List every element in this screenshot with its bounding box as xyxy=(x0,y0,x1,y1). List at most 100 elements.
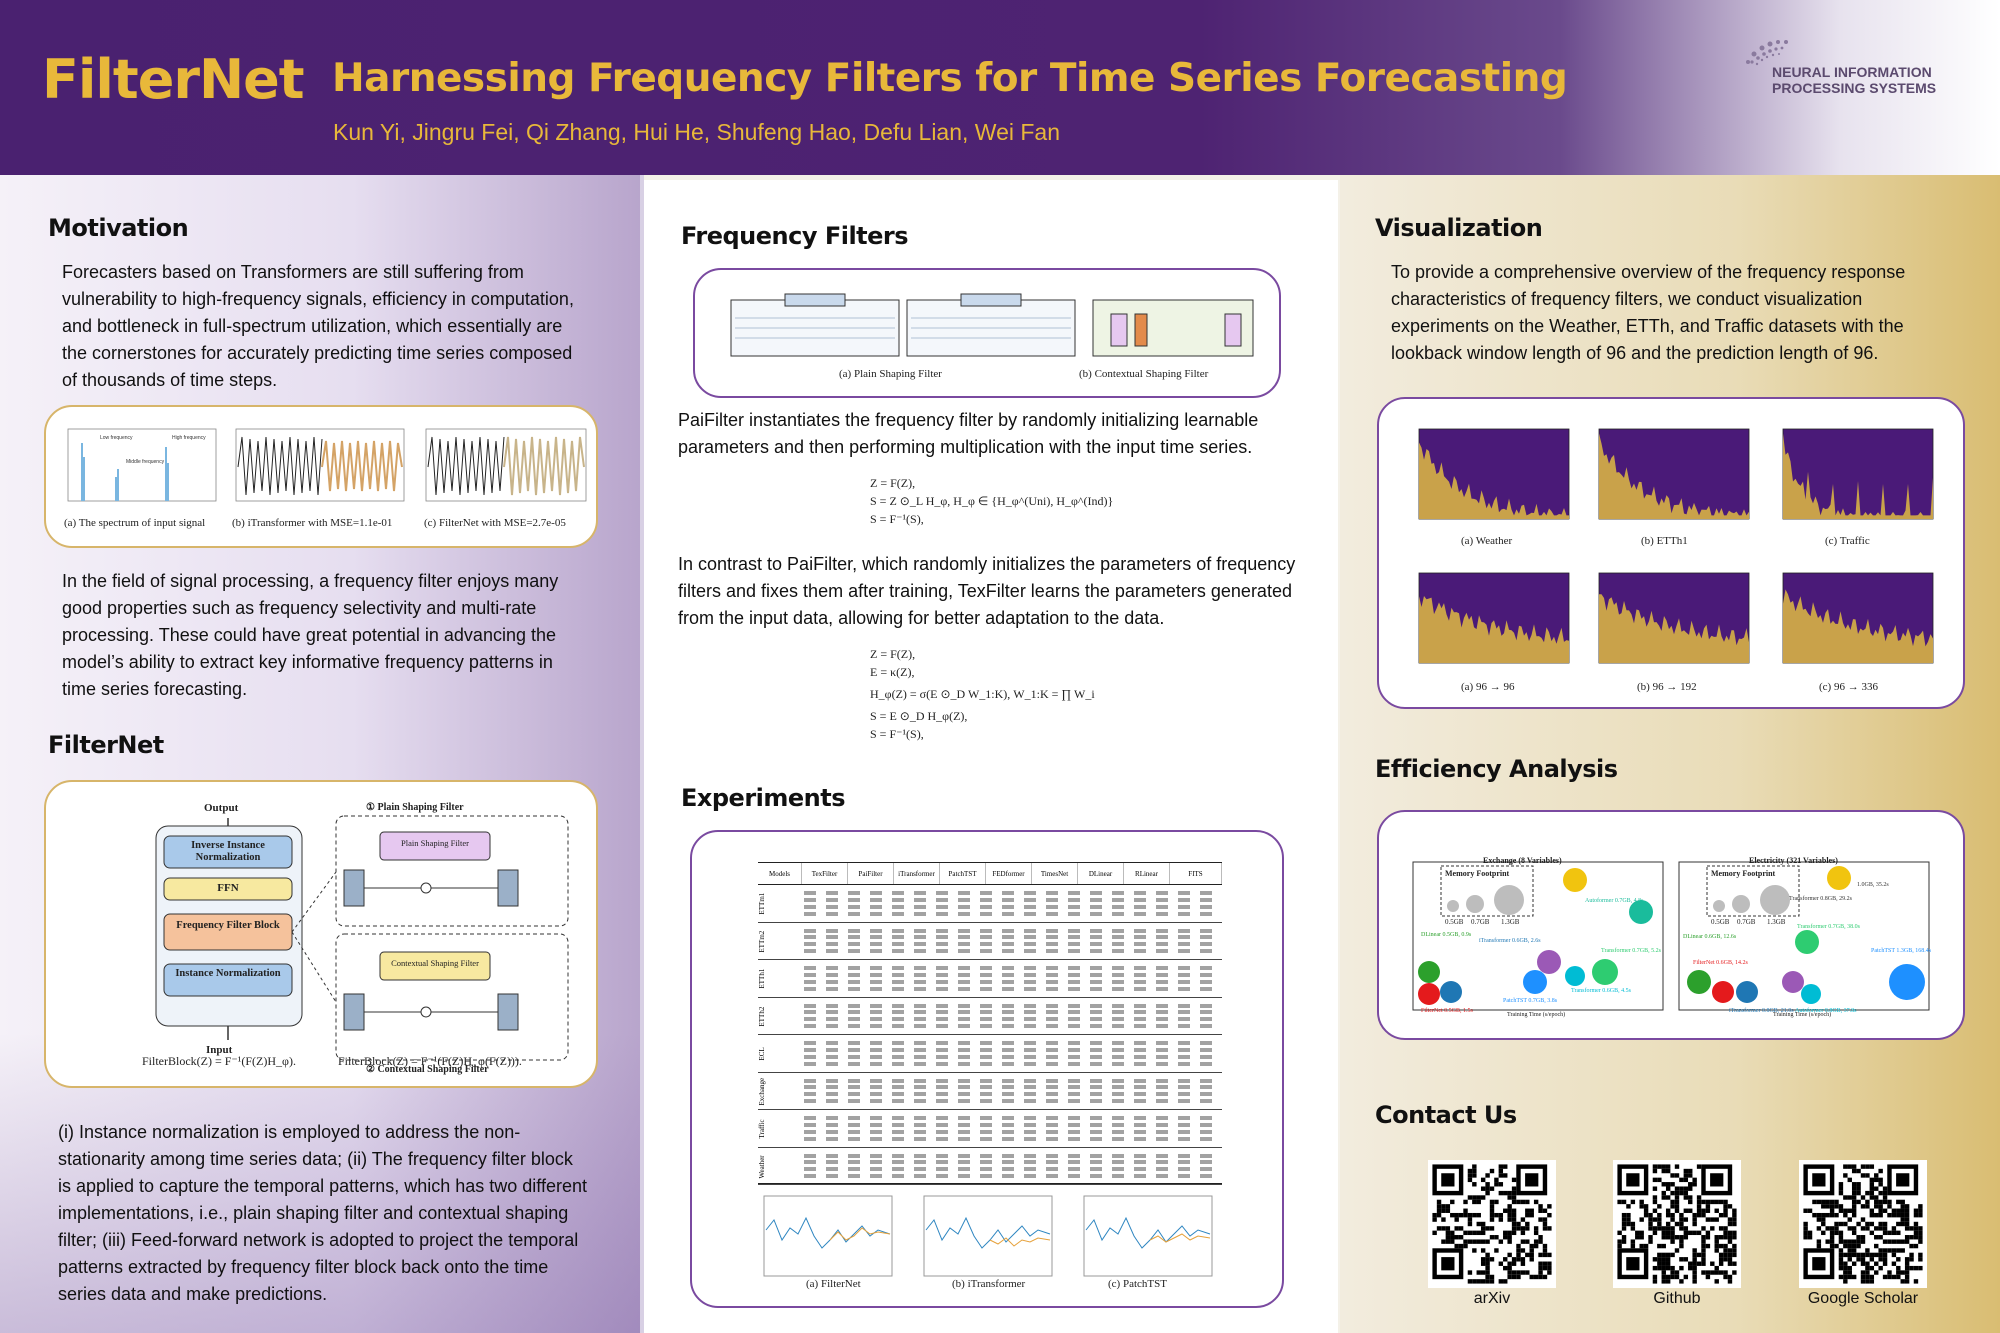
table-dataset-label: Weather xyxy=(758,1154,766,1178)
table-dataset-group: ETTh2 xyxy=(758,998,1222,1035)
eff-left-label-filternet: FilterNet 0.5GB, 1.5s xyxy=(1421,1008,1473,1014)
google-scholar-qr-code[interactable] xyxy=(1799,1160,1927,1288)
low-frequency-label: Low frequency xyxy=(100,435,133,441)
motivation-text: Forecasters based on Transformers are st… xyxy=(62,262,574,390)
motivation-figure: Low frequency Middle frequency High freq… xyxy=(67,428,587,502)
neurips-dots-icon xyxy=(1746,40,1788,66)
table-row xyxy=(804,942,1214,947)
efficiency-bubble-charts xyxy=(1412,861,1930,1011)
table-dataset-group: ETTh1 xyxy=(758,960,1222,998)
neurips-text: NEURAL INFORMATION PROCESSING SYSTEMS xyxy=(1772,64,1972,96)
exp-caption-c: (c) PatchTST xyxy=(1108,1278,1167,1290)
github-qr-code[interactable] xyxy=(1613,1160,1741,1288)
arch-contextual-box: Contextual Shaping Filter xyxy=(391,958,479,968)
arch-plain-title: ① Plain Shaping Filter xyxy=(366,802,464,813)
architecture-card: Output Input Inverse Instance Normalizat… xyxy=(44,780,598,1088)
motivation-figure-card: Low frequency Middle frequency High freq… xyxy=(44,405,598,548)
table-row xyxy=(804,1092,1214,1097)
table-header-cell: iTransformer xyxy=(894,863,940,884)
vis-caption-weather: (a) Weather xyxy=(1461,535,1513,547)
spectrum-area xyxy=(1599,433,1749,519)
table-dataset-group: Traffic xyxy=(758,1110,1222,1148)
table-row xyxy=(804,1078,1214,1083)
table-dataset-group: Exchange xyxy=(758,1073,1222,1110)
tex-eq-1: Z = F(Z), xyxy=(870,647,916,661)
table-row xyxy=(804,1136,1214,1141)
table-row xyxy=(804,949,1214,954)
visualization-text: To provide a comprehensive overview of t… xyxy=(1391,262,1906,363)
arch-instance-norm: Instance Normalization xyxy=(175,968,281,979)
architecture-explanation: (i) Instance normalization is employed t… xyxy=(58,1122,587,1304)
poster-header: FilterNet Harnessing Frequency Filters f… xyxy=(0,0,2000,175)
qr-pattern-icon xyxy=(1617,1164,1737,1284)
eff-left-label-transformer: Transformer 0.7GB, 5.2s xyxy=(1601,948,1661,954)
eff-right-label-filternet: FilterNet 0.6GB, 14.2s xyxy=(1693,960,1748,966)
poster-subtitle: Harnessing Frequency Filters for Time Se… xyxy=(332,56,1568,101)
spectrum-area xyxy=(1783,433,1933,519)
formula-contextual: FilterBlock(Z) = F⁻¹(F(Z)H_φ(F(Z))). xyxy=(338,1054,522,1068)
poster-title: FilterNet xyxy=(42,48,305,111)
arxiv-label: arXiv xyxy=(1473,1290,1511,1307)
eff-left-label-transformer-small: Transformer 0.6GB, 4.5s xyxy=(1571,988,1631,994)
table-row xyxy=(804,1010,1214,1015)
spectrum-area xyxy=(1783,589,1933,663)
exp-caption-a: (a) FilterNet xyxy=(806,1278,861,1290)
texfilter-text: In contrast to PaiFilter, which randomly… xyxy=(678,554,1296,628)
table-row xyxy=(804,911,1214,916)
eff-right-label-autoformer: Autoformer 0.8GB, 37.8s xyxy=(1795,1008,1857,1014)
contact-heading: Contact Us xyxy=(1375,1101,1517,1129)
fig1-caption-c: (c) FilterNet with MSE=2.7e-05 xyxy=(424,517,566,529)
forecast-plot-filternet xyxy=(763,1195,893,1277)
table-row xyxy=(804,891,1214,895)
arxiv-qr-code[interactable] xyxy=(1428,1160,1556,1288)
eff-right-label-transformer-2: Transformer 0.8GB, 29.2s xyxy=(1789,896,1852,902)
table-dataset-label: ETTh2 xyxy=(758,1006,766,1027)
table-row xyxy=(804,935,1214,940)
high-frequency-label: High frequency xyxy=(172,435,206,441)
table-row xyxy=(804,966,1214,970)
architecture-diagram xyxy=(155,815,569,1061)
table-row xyxy=(804,1054,1214,1059)
eff-right-size-mid: 0.7GB xyxy=(1737,918,1756,926)
table-row xyxy=(804,897,1214,902)
table-header-cell: TimesNet xyxy=(1032,863,1078,884)
table-dataset-group: Weather xyxy=(758,1148,1222,1185)
table-row xyxy=(804,1041,1214,1045)
author-list: Kun Yi, Jingru Fei, Qi Zhang, Hui He, Sh… xyxy=(333,119,1061,145)
eff-left-label-dlinear: DLinear 0.5GB, 0.9s xyxy=(1421,932,1472,938)
table-dataset-label: ETTh1 xyxy=(758,968,766,989)
table-row xyxy=(804,1122,1214,1127)
arch-input-label: Input xyxy=(206,1044,233,1056)
vis-caption-96-336: (c) 96 → 336 xyxy=(1819,681,1878,693)
filternet-heading: FilterNet xyxy=(48,731,164,759)
eff-left-label-autoformer: Autoformer 0.7GB, 4.8s xyxy=(1585,898,1644,904)
pai-eq-3: S = F⁻¹(S), xyxy=(870,512,924,526)
fig1-caption-a: (a) The spectrum of input signal xyxy=(64,517,206,529)
frequency-filters-card: (a) Plain Shaping Filter (b) Contextual … xyxy=(693,268,1281,398)
table-dataset-group: ETTm2 xyxy=(758,923,1222,960)
pai-eq-1: Z = F(Z), xyxy=(870,476,916,490)
forecast-plot-itransformer xyxy=(923,1195,1053,1277)
vis-caption-traffic: (c) Traffic xyxy=(1825,535,1870,547)
eff-right-xlabel: Training Time (s/epoch) xyxy=(1773,1012,1832,1018)
table-row xyxy=(804,1085,1214,1090)
results-table: Models TexFilter PaiFilter iTransformer Patc… xyxy=(758,862,1222,1185)
forecast-plots xyxy=(763,1195,1213,1277)
arch-plain-box: Plain Shaping Filter xyxy=(401,838,469,848)
table-row xyxy=(804,1174,1214,1179)
spectrum-area xyxy=(1419,442,1569,519)
eff-right-label-patchtst: PatchTST 1.3GB, 168.4s xyxy=(1871,948,1932,954)
forecast-plot-patchtst xyxy=(1083,1195,1213,1277)
eff-left-legend: Memory Footprint xyxy=(1445,869,1510,878)
table-header-cell: RLinear xyxy=(1124,863,1170,884)
table-row xyxy=(804,1160,1214,1165)
experiments-card: Models TexFilter PaiFilter iTransformer Patc… xyxy=(690,830,1284,1308)
table-row xyxy=(804,986,1214,991)
eff-left-xlabel: Training Time (s/epoch) xyxy=(1507,1012,1566,1018)
table-row xyxy=(804,1129,1214,1134)
column-divider xyxy=(640,175,644,1333)
exp-caption-b: (b) iTransformer xyxy=(952,1278,1026,1290)
eff-right-size-small: 0.5GB xyxy=(1711,918,1730,926)
table-header-cell: DLinear xyxy=(1078,863,1124,884)
table-row xyxy=(804,1061,1214,1066)
